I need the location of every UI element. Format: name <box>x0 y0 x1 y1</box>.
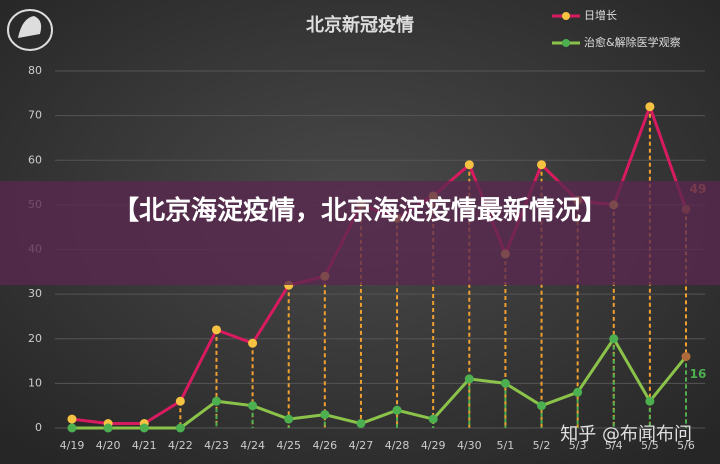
x-tick-label: 4/30 <box>457 439 482 452</box>
data-point <box>645 396 655 406</box>
y-tick-label: 10 <box>28 376 42 389</box>
data-point <box>537 160 547 170</box>
y-tick-label: 0 <box>35 421 42 434</box>
y-tick-label: 80 <box>28 64 42 77</box>
data-point <box>681 352 691 362</box>
legend-marker <box>562 39 570 47</box>
x-tick-label: 5/2 <box>533 439 551 452</box>
y-tick-label: 20 <box>28 332 42 345</box>
legend-label: 日增长 <box>584 8 617 22</box>
x-tick-label: 4/24 <box>240 439 265 452</box>
x-tick-label: 5/6 <box>677 439 695 452</box>
data-label: 16 <box>690 367 707 381</box>
y-tick-label: 30 <box>28 287 42 300</box>
data-point <box>211 325 221 335</box>
data-point <box>103 423 113 433</box>
x-tick-label: 4/19 <box>60 439 85 452</box>
data-point <box>320 410 330 420</box>
legend-marker <box>562 12 570 20</box>
data-point <box>464 374 474 384</box>
chart-title: 北京新冠疫情 <box>306 14 414 36</box>
overlay-text: 【北京海淀疫情，北京海淀疫情最新情况】 <box>112 196 607 226</box>
data-point <box>464 160 474 170</box>
data-point <box>500 378 510 388</box>
data-point <box>356 419 366 429</box>
x-tick-label: 4/23 <box>204 439 229 452</box>
y-tick-label: 60 <box>28 153 42 166</box>
series-line <box>72 335 688 430</box>
x-tick-label: 5/4 <box>605 439 623 452</box>
data-point <box>284 414 294 424</box>
data-point <box>573 387 583 397</box>
x-tick-label: 4/26 <box>312 439 337 452</box>
x-tick-label: 4/28 <box>385 439 410 452</box>
x-tick-label: 4/29 <box>421 439 446 452</box>
overlay-banner: 【北京海淀疫情，北京海淀疫情最新情况】 <box>0 181 720 285</box>
data-point <box>428 414 438 424</box>
x-tick-label: 5/5 <box>641 439 659 452</box>
data-point <box>609 334 619 344</box>
data-point <box>248 401 258 411</box>
data-point <box>139 423 149 433</box>
y-tick-label: 70 <box>28 109 42 122</box>
data-point <box>645 102 655 112</box>
data-point <box>67 414 77 424</box>
x-tick-label: 5/1 <box>497 439 515 452</box>
logo <box>7 9 53 51</box>
data-point <box>211 396 221 406</box>
x-tick-label: 4/25 <box>276 439 301 452</box>
data-point <box>248 338 258 348</box>
x-tick-label: 4/20 <box>96 439 121 452</box>
x-tick-label: 4/21 <box>132 439 157 452</box>
data-point <box>67 423 77 433</box>
data-point <box>537 401 547 411</box>
x-tick-label: 4/27 <box>349 439 374 452</box>
watermark: 知乎 @布闻布问 <box>560 424 692 445</box>
x-tick-label: 4/22 <box>168 439 193 452</box>
x-tick-label: 5/3 <box>569 439 587 452</box>
data-point <box>175 396 185 406</box>
legend-label: 治愈&解除医学观察 <box>584 35 681 49</box>
data-point <box>175 423 185 433</box>
data-point <box>392 405 402 415</box>
